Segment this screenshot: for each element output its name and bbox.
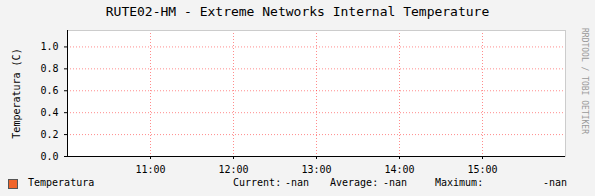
svg-text:0.4: 0.4 [40,107,58,118]
html-text:RUTE02-HM - Extreme Networks I: RUTE02-HM - Extreme Networks Internal Te… [105,4,490,19]
html-text:Average:: Average: [330,177,379,188]
svg-text:1.0: 1.0 [40,41,58,52]
svg-text:13:00: 13:00 [301,164,331,174]
html-text:-nan: -nan [543,177,568,188]
html-text:Temperatura: Temperatura [28,177,95,188]
svg-text:12:00: 12:00 [218,164,248,174]
svg-text:0.8: 0.8 [40,63,58,74]
svg-text:Temperatura (C): Temperatura (C) [11,48,22,138]
html-text:Maximum:: Maximum: [435,177,484,188]
svg-text:0.2: 0.2 [40,129,58,140]
svg-text:0.0: 0.0 [40,151,58,162]
svg-text:14:00: 14:00 [384,164,414,174]
html-text:-nan: -nan [383,177,408,188]
html-text:RRDTOOL / TOBI OETIKER: RRDTOOL / TOBI OETIKER [580,28,589,134]
svg-text:15:00: 15:00 [467,164,497,174]
html-text:Current: -nan: Current: -nan [233,177,310,188]
svg-text:11:00: 11:00 [135,164,165,174]
svg-text:0.6: 0.6 [40,85,58,96]
